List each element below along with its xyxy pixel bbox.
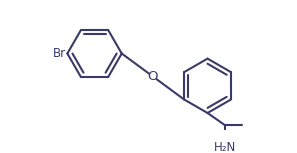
Text: Br: Br: [53, 47, 66, 60]
Text: H₂N: H₂N: [214, 141, 236, 153]
Text: O: O: [148, 70, 158, 83]
